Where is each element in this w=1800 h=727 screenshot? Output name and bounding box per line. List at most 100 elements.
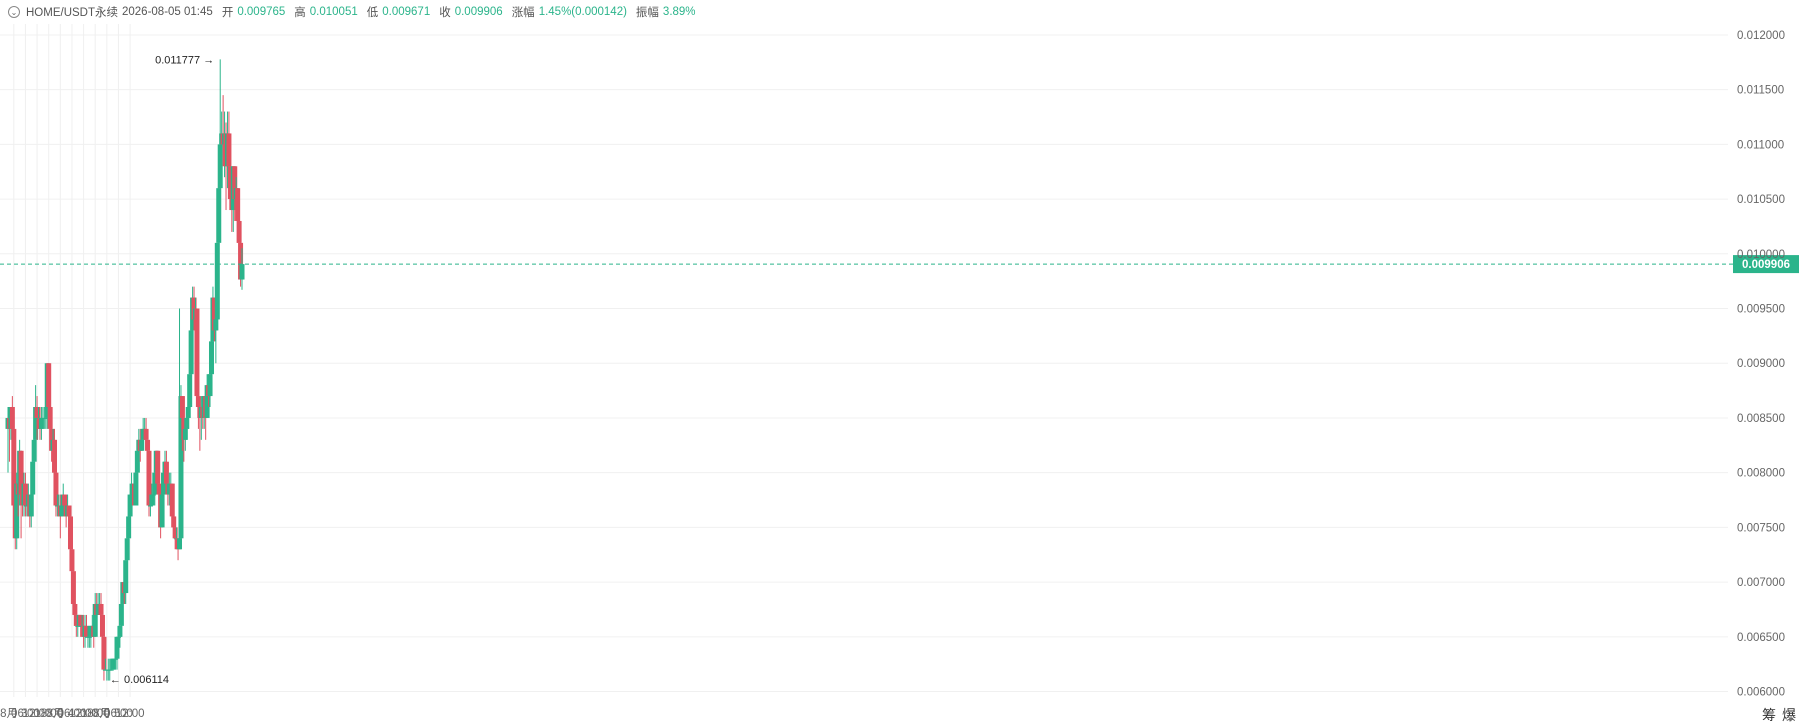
candle-body <box>72 603 78 615</box>
x-tick-label: 18:00 <box>81 708 110 720</box>
candle-body <box>143 428 149 440</box>
candle[interactable] <box>214 242 220 331</box>
x-tick-label: 06:00 <box>58 708 87 720</box>
candle[interactable] <box>28 494 34 528</box>
candle[interactable] <box>83 614 89 637</box>
close-value: 0.009906 <box>454 6 503 18</box>
candle-body <box>66 505 72 517</box>
candle-body <box>117 625 123 637</box>
candle-body <box>99 614 105 637</box>
current-price-tag <box>1733 255 1799 274</box>
candle[interactable] <box>88 625 94 648</box>
candle-body <box>188 330 194 375</box>
candle[interactable] <box>11 417 17 517</box>
candle[interactable] <box>217 59 223 200</box>
candle-body <box>34 407 40 418</box>
candle-body <box>110 658 116 670</box>
high-marker: 0.011777 → <box>155 54 214 66</box>
low-label: 低 <box>366 7 379 19</box>
candle[interactable] <box>114 636 120 670</box>
candle[interactable] <box>127 483 133 528</box>
candle-body <box>161 472 167 495</box>
open-value: 0.009765 <box>237 6 286 18</box>
candles[interactable] <box>5 59 245 681</box>
candle-body <box>86 636 92 638</box>
x-tick-label: 12:00 <box>69 708 98 720</box>
candle[interactable] <box>194 308 200 408</box>
candle-body <box>185 407 191 418</box>
candle-body <box>95 603 101 615</box>
y-tick-label: 0.012000 <box>1737 30 1785 42</box>
candle-body <box>70 571 76 604</box>
candle-body <box>52 439 58 473</box>
y-tick-label: 0.008000 <box>1737 468 1785 480</box>
x-tick-label: 06:00 <box>104 708 133 720</box>
candle-body <box>150 494 156 496</box>
candle-body <box>159 494 165 528</box>
candle[interactable] <box>73 614 79 637</box>
candle-body <box>43 417 49 419</box>
liquidation-label[interactable]: 爆 <box>1782 707 1796 723</box>
candle-body <box>182 428 188 440</box>
symbol-label: HOME/USDT永续 <box>26 7 118 19</box>
candle-body <box>140 428 146 440</box>
chips-label[interactable]: 筹 <box>1762 707 1776 723</box>
candle[interactable] <box>152 472 158 506</box>
candle-body <box>129 494 135 496</box>
candle[interactable] <box>187 374 193 418</box>
candle-body <box>204 385 210 418</box>
collapse-icon[interactable]: ⌄ <box>8 6 20 18</box>
candle-body <box>236 220 242 243</box>
candle[interactable] <box>101 636 107 681</box>
candle-body <box>239 264 245 280</box>
candle[interactable] <box>239 248 245 290</box>
candle[interactable] <box>117 625 123 648</box>
candle-body <box>149 494 155 506</box>
candle-body <box>38 417 44 429</box>
candle-body <box>118 603 124 626</box>
candle-body <box>11 428 17 506</box>
close-label: 收 <box>439 7 451 19</box>
candle[interactable] <box>166 472 172 506</box>
candle-body <box>9 407 15 429</box>
candle[interactable] <box>78 614 84 637</box>
y-tick-label: 0.010000 <box>1737 249 1785 261</box>
candle[interactable] <box>172 516 178 550</box>
axes: 0.012000 0.011500 0.011000 0.010500 0.010000… <box>0 30 1785 720</box>
candle-body <box>14 483 20 539</box>
candle[interactable] <box>22 472 28 517</box>
candle-body <box>179 396 185 418</box>
candle-body <box>115 636 121 638</box>
candle-body <box>28 494 34 517</box>
high-value: 0.010051 <box>309 6 358 18</box>
x-tick-label: 8月 3 <box>0 708 28 720</box>
ohlc-info-bar: ⌄ HOME/USDT永续 2026-08-05 01:45 开 0.00976… <box>8 4 696 20</box>
y-tick-label: 0.011500 <box>1737 85 1784 97</box>
candle[interactable] <box>204 374 210 418</box>
candle-body <box>146 450 152 506</box>
candle-body <box>152 472 158 495</box>
candle[interactable] <box>123 560 129 604</box>
candle[interactable] <box>43 417 49 429</box>
candle-body <box>47 407 53 429</box>
candle-body <box>163 461 169 484</box>
candle[interactable] <box>53 461 59 517</box>
change-value: 1.45%(0.000142) <box>538 6 627 18</box>
candle-body <box>53 472 59 506</box>
candle-body <box>98 603 104 615</box>
candle-body <box>235 188 241 221</box>
candle-body <box>171 516 177 528</box>
x-tick-label: 18:00 <box>34 708 63 720</box>
candle-body <box>227 166 233 200</box>
candle-body <box>172 527 178 539</box>
candle-body <box>177 538 183 550</box>
candle[interactable] <box>110 658 116 670</box>
candle-body <box>30 461 36 495</box>
y-tick-label: 0.011000 <box>1737 139 1784 151</box>
y-tick-label: 0.009500 <box>1737 304 1785 316</box>
candle[interactable] <box>216 177 222 254</box>
candle-body <box>166 483 172 495</box>
candle[interactable] <box>38 407 44 440</box>
